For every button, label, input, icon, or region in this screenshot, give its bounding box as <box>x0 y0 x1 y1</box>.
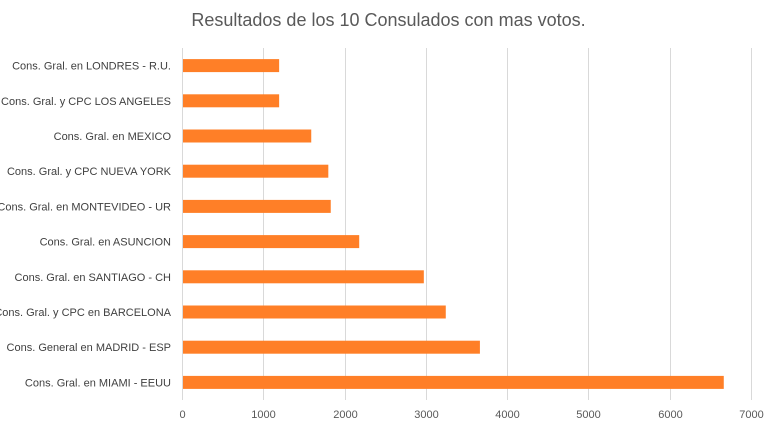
bar <box>183 59 280 73</box>
category-label: Cons. Gral. en MEXICO <box>54 131 172 143</box>
x-tick-label: 3000 <box>414 409 438 421</box>
bar <box>183 270 424 284</box>
bar <box>183 129 312 143</box>
bar <box>183 199 331 213</box>
bar <box>183 235 360 249</box>
category-label: Cons. Gral. y CPC LOS ANGELES <box>1 96 171 108</box>
bar <box>183 94 280 108</box>
category-label: Cons. Gral. y CPC NUEVA YORK <box>7 166 172 178</box>
category-label: Cons. Gral. en LONDRES - R.U. <box>12 61 171 73</box>
bar <box>183 340 480 354</box>
x-tick-label: 4000 <box>495 409 519 421</box>
category-label: Cons. Gral. en SANTIAGO - CH <box>15 272 172 284</box>
x-tick-label: 5000 <box>576 409 600 421</box>
bar-layer <box>183 59 724 389</box>
label-layer: 0 1000 2000 3000 4000 5000 6000 7000 Cons. Gral.… <box>0 61 764 421</box>
chart-title: Resultados de los 10 Consulados con mas … <box>191 10 586 30</box>
x-tick-label: 1000 <box>251 409 275 421</box>
category-label: Cons. Gral. en MONTEVIDEO - UR <box>0 201 171 213</box>
x-tick-label: 7000 <box>739 409 763 421</box>
bar <box>183 305 446 319</box>
category-label: Cons. Gral. y CPC en BARCELONA <box>0 307 172 319</box>
bar <box>183 375 724 389</box>
category-label: Cons. Gral. en MIAMI - EEUU <box>25 377 171 389</box>
x-tick-label: 0 <box>179 409 185 421</box>
category-label: Cons. Gral. en ASUNCION <box>40 237 171 249</box>
x-tick-label: 2000 <box>333 409 357 421</box>
x-tick-label: 6000 <box>658 409 682 421</box>
bar <box>183 164 329 178</box>
category-label: Cons. General en MADRID - ESP <box>7 342 171 354</box>
